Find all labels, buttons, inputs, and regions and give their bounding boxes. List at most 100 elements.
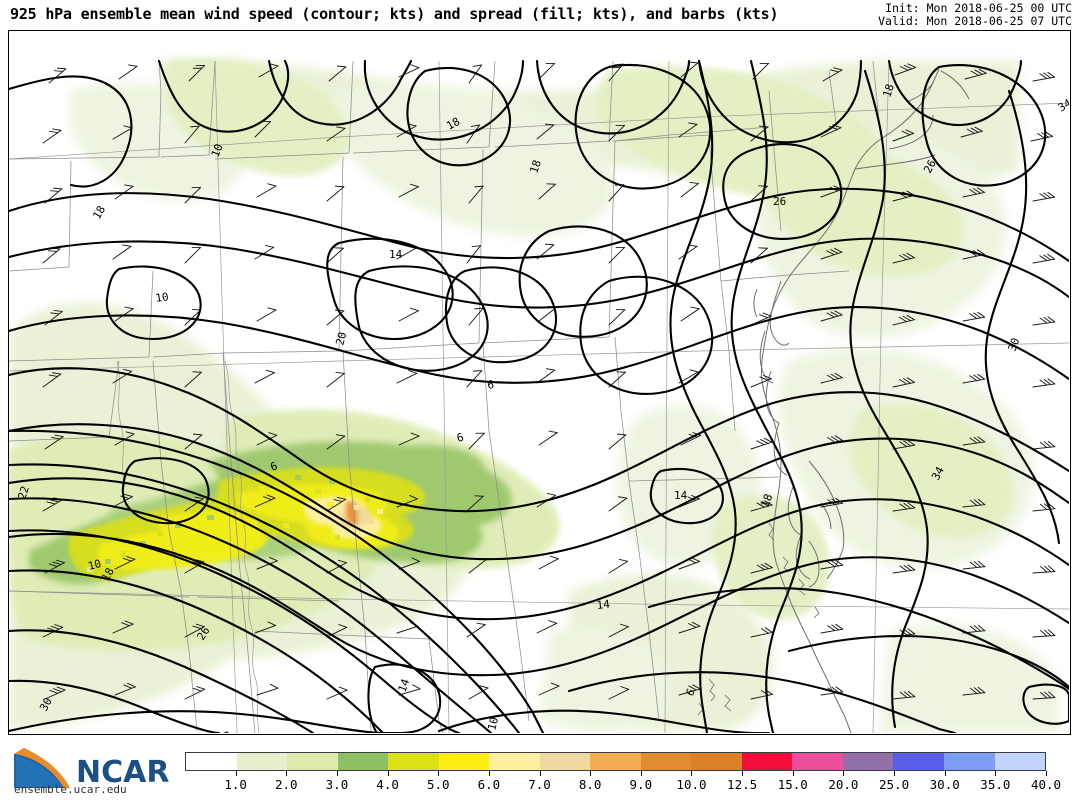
colorbar-tick xyxy=(640,771,642,776)
colorbar-tick xyxy=(944,771,946,776)
colorbar-tick xyxy=(742,771,744,776)
svg-text:34: 34 xyxy=(929,464,947,482)
svg-text:18: 18 xyxy=(527,158,543,175)
wind-barbs-layer xyxy=(42,61,1056,700)
colorbar-tick xyxy=(691,771,693,776)
colorbar-tick xyxy=(286,771,288,776)
colorbar-tick-label: 30.0 xyxy=(929,777,960,792)
colorbar-tick xyxy=(1046,771,1047,776)
colorbar[interactable] xyxy=(185,752,1046,771)
colorbar-band xyxy=(186,753,237,770)
svg-text:14: 14 xyxy=(596,598,611,612)
colorbar-tick xyxy=(438,771,440,776)
colorbar-tick-label: 6.0 xyxy=(477,777,501,792)
colorbar-tick-label: 25.0 xyxy=(878,777,910,792)
colorbar-labels: 1.0 2.0 3.0 4.0 5.0 6.0 7.0 8.0 9.0 10.0 12.5 15.0 2… xyxy=(0,777,1080,795)
colorbar-band xyxy=(438,753,490,770)
colorbar-tick xyxy=(336,771,338,776)
colorbar-band xyxy=(842,753,894,770)
svg-text:34: 34 xyxy=(1056,96,1069,114)
svg-text:26: 26 xyxy=(773,195,786,208)
colorbar-band xyxy=(337,753,389,770)
colorbar-band xyxy=(792,753,843,770)
colorbar-ticks xyxy=(185,771,1047,777)
ncar-site-url[interactable]: ensemble.ucar.edu xyxy=(14,783,127,796)
svg-text:10: 10 xyxy=(155,290,170,305)
colorbar-tick-label: 7.0 xyxy=(528,777,551,792)
colorbar-band xyxy=(741,753,793,770)
svg-text:18: 18 xyxy=(759,492,776,509)
colorbar-tick xyxy=(995,771,997,776)
colorbar-band xyxy=(489,753,540,770)
colorbar-band xyxy=(994,753,1046,770)
map-panel[interactable]: 10 10 18 22 10 18 26 30 22 14 20 18 18 6… xyxy=(8,30,1071,735)
colorbar-band xyxy=(539,753,591,770)
svg-text:26: 26 xyxy=(195,624,213,642)
svg-text:6: 6 xyxy=(683,686,698,698)
valid-time: Valid: Mon 2018-06-25 07 UTC xyxy=(878,14,1072,28)
svg-text:14: 14 xyxy=(396,677,413,694)
svg-text:10: 10 xyxy=(209,142,226,159)
svg-text:10: 10 xyxy=(87,557,103,573)
svg-text:18: 18 xyxy=(99,566,117,584)
colorbar-tick xyxy=(792,771,794,776)
colorbar-band xyxy=(287,753,338,770)
colorbar-band xyxy=(893,753,944,770)
colorbar-tick-label: 35.0 xyxy=(980,777,1011,792)
geography-layer xyxy=(9,60,1069,733)
svg-text:20: 20 xyxy=(333,331,349,347)
svg-text:18: 18 xyxy=(880,82,896,99)
svg-text:22: 22 xyxy=(219,729,235,733)
colorbar-tick-label: 5.0 xyxy=(426,777,450,792)
colorbar-tick-label: 10.0 xyxy=(676,777,707,792)
colorbar-tick-label: 12.5 xyxy=(727,777,758,792)
colorbar-tick-label: 40.0 xyxy=(1030,777,1062,792)
colorbar-tick xyxy=(539,771,541,776)
colorbar-tick-label: 1.0 xyxy=(224,777,247,792)
colorbar-tick xyxy=(843,771,845,776)
init-time: Init: Mon 2018-06-25 00 UTC xyxy=(885,1,1072,15)
colorbar-band xyxy=(640,753,692,770)
forecast-timestamps: Init: Mon 2018-06-25 00 UTC Valid: Mon 2… xyxy=(878,2,1072,28)
colorbar-tick xyxy=(387,771,389,776)
colorbar-tick-label: 9.0 xyxy=(629,777,653,792)
windspeed-contour-layer: 10 10 18 22 10 18 26 30 22 14 20 18 18 6… xyxy=(9,59,1069,733)
contour-labels: 10 10 18 22 10 18 26 30 22 14 20 18 18 6… xyxy=(15,82,1069,733)
svg-text:6: 6 xyxy=(269,459,280,473)
colorbar-band xyxy=(388,753,439,770)
colorbar-band xyxy=(691,753,742,770)
svg-text:18: 18 xyxy=(747,731,762,733)
ncar-logo[interactable]: NCAR xyxy=(8,744,173,796)
svg-text:6: 6 xyxy=(455,431,465,445)
svg-text:18: 18 xyxy=(1046,731,1064,733)
colorbar-tick-label: 20.0 xyxy=(828,777,859,792)
svg-text:6: 6 xyxy=(486,378,495,392)
colorbar-tick-label: 3.0 xyxy=(325,777,349,792)
colorbar-tick-label: 4.0 xyxy=(376,777,399,792)
colorbar-tick-label: 15.0 xyxy=(777,777,808,792)
svg-text:10: 10 xyxy=(485,716,501,732)
svg-text:14: 14 xyxy=(389,248,403,261)
svg-text:18: 18 xyxy=(444,115,462,133)
spread-fill-layer xyxy=(9,58,1059,733)
colorbar-tick xyxy=(488,771,490,776)
map-canvas: 10 10 18 22 10 18 26 30 22 14 20 18 18 6… xyxy=(9,31,1069,733)
ncar-logo-text: NCAR xyxy=(76,755,169,790)
svg-text:30: 30 xyxy=(37,696,55,714)
colorbar-tick-label: 8.0 xyxy=(578,777,602,792)
page-title: 925 hPa ensemble mean wind speed (contou… xyxy=(10,5,779,23)
svg-text:14: 14 xyxy=(674,489,688,502)
svg-text:22: 22 xyxy=(15,484,31,501)
colorbar-tick xyxy=(590,771,592,776)
colorbar-band xyxy=(590,753,641,770)
svg-text:18: 18 xyxy=(90,204,108,222)
svg-text:30: 30 xyxy=(1006,336,1023,353)
colorbar-tick xyxy=(894,771,896,776)
colorbar-band xyxy=(236,753,288,770)
colorbar-band xyxy=(943,753,995,770)
colorbar-tick xyxy=(235,771,237,776)
colorbar-tick-label: 2.0 xyxy=(274,777,298,792)
svg-text:26: 26 xyxy=(921,158,939,176)
ncar-logo-mark xyxy=(14,748,70,788)
